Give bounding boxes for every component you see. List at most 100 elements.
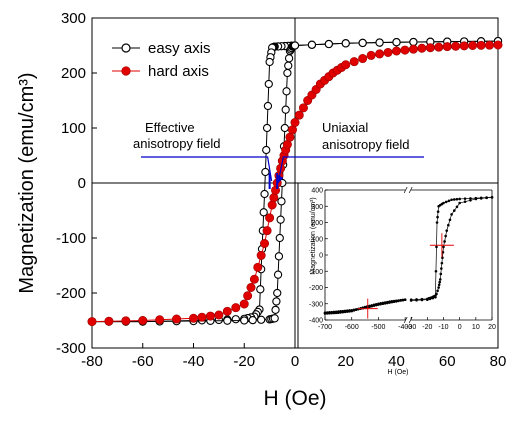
inset-point-hard: [341, 310, 345, 314]
inset-point-hard: [345, 310, 349, 313]
point-easy: [248, 315, 257, 325]
inset-point-hard: [479, 197, 483, 200]
inset-point-hard: [440, 267, 443, 270]
inset-point-hard: [334, 311, 338, 315]
inset-x-tick-label: 10: [472, 324, 480, 331]
x-tick-label: 60: [439, 353, 456, 370]
inset-point-hard: [363, 305, 367, 309]
inset-x-tick-label: -30: [406, 324, 416, 331]
inset-x-tick-label: 20: [488, 324, 496, 331]
point-hard: [246, 282, 256, 292]
inset-point-hard: [437, 283, 441, 287]
point-easy: [324, 39, 333, 49]
inset-point-hard: [420, 298, 424, 302]
inset-point-hard: [339, 311, 342, 314]
point-easy: [392, 38, 401, 47]
point-hard: [476, 40, 486, 50]
inset-point-hard: [485, 196, 488, 200]
point-easy: [341, 39, 350, 48]
annotation-effective-line1: Effective: [145, 120, 195, 135]
point-easy: [271, 305, 280, 315]
inset-point-hard: [323, 312, 327, 315]
point-easy: [280, 123, 289, 133]
inset-point-hard: [448, 218, 452, 222]
inset-point-easy: [463, 197, 467, 200]
inset-point-hard: [383, 301, 387, 304]
inset-point-hard: [435, 292, 438, 296]
inset-point-hard: [332, 311, 336, 315]
point-hard: [87, 317, 97, 327]
point-easy: [276, 215, 285, 224]
inset-point-hard: [439, 272, 443, 276]
inset-y-tick-label: 300: [311, 204, 323, 211]
point-easy: [257, 315, 266, 324]
point-hard: [104, 316, 114, 326]
point-hard: [298, 103, 308, 113]
annotation-uniaxial: Uniaxial anisotropy field: [322, 120, 409, 152]
inset-point-hard: [450, 213, 453, 216]
inset-x-tick-label: -10: [438, 324, 448, 331]
point-easy: [282, 87, 291, 96]
inset-point-hard: [455, 205, 459, 209]
inset-point-hard: [426, 298, 429, 301]
point-easy: [262, 145, 271, 155]
inset-point-easy: [436, 215, 439, 219]
inset-point-hard: [343, 310, 347, 314]
inset-point-easy: [444, 200, 448, 204]
inset-point-easy: [469, 197, 472, 200]
inset-y-tick-label: -100: [309, 269, 323, 276]
x-tick-label: 80: [490, 353, 507, 370]
point-easy: [284, 54, 294, 63]
point-easy: [263, 101, 273, 111]
inset-point-hard: [436, 289, 439, 293]
point-hard: [366, 50, 376, 60]
point-hard: [172, 314, 182, 324]
inset-point-easy: [455, 197, 459, 201]
y-tick-label: 300: [61, 10, 86, 27]
inset-y-tick-label: 100: [311, 236, 323, 243]
point-hard: [205, 311, 215, 321]
point-hard: [391, 46, 401, 56]
point-easy: [272, 297, 281, 306]
inset-y-tick-label: -200: [309, 285, 323, 292]
inset-point-hard: [386, 300, 389, 304]
annotation-effective-line2: anisotropy field: [133, 136, 220, 151]
point-hard: [451, 41, 461, 51]
inset-point-hard: [397, 299, 400, 302]
point-hard: [459, 41, 469, 51]
inset-point-hard: [403, 298, 407, 301]
inset-point-hard: [399, 298, 403, 302]
x-axis-label: H (Oe): [264, 387, 327, 410]
x-tick-label: 20: [337, 353, 354, 370]
y-tick-label: -100: [56, 230, 86, 247]
inset-point-hard: [440, 261, 444, 265]
y-tick-label: 100: [61, 120, 86, 137]
legend-label-easy: easy axis: [148, 40, 211, 57]
point-hard: [249, 274, 259, 284]
point-easy: [262, 123, 272, 133]
x-tick-label: -20: [233, 353, 255, 370]
point-easy: [259, 208, 268, 217]
point-easy: [274, 252, 284, 261]
inset-point-easy: [435, 245, 438, 249]
inset-point-hard: [348, 310, 351, 313]
point-easy: [284, 61, 293, 70]
inset-point-hard: [388, 300, 391, 304]
inset-point-hard: [401, 298, 405, 302]
inset-point-hard: [431, 296, 435, 300]
legend: easy axis hard axis: [112, 40, 211, 80]
annotation-uniaxial-arrow: [277, 156, 424, 184]
inset-axis-break: [408, 186, 413, 194]
inset-point-hard: [490, 196, 494, 199]
inset-point-hard: [469, 198, 472, 202]
point-hard: [493, 40, 503, 50]
point-easy: [223, 316, 232, 325]
inset-point-easy: [447, 199, 451, 203]
point-hard: [400, 45, 410, 55]
point-hard: [267, 200, 277, 210]
point-hard: [341, 60, 351, 70]
inset-point-hard: [368, 304, 371, 308]
inset-point-easy: [434, 269, 438, 273]
inset-point-hard: [392, 299, 396, 303]
